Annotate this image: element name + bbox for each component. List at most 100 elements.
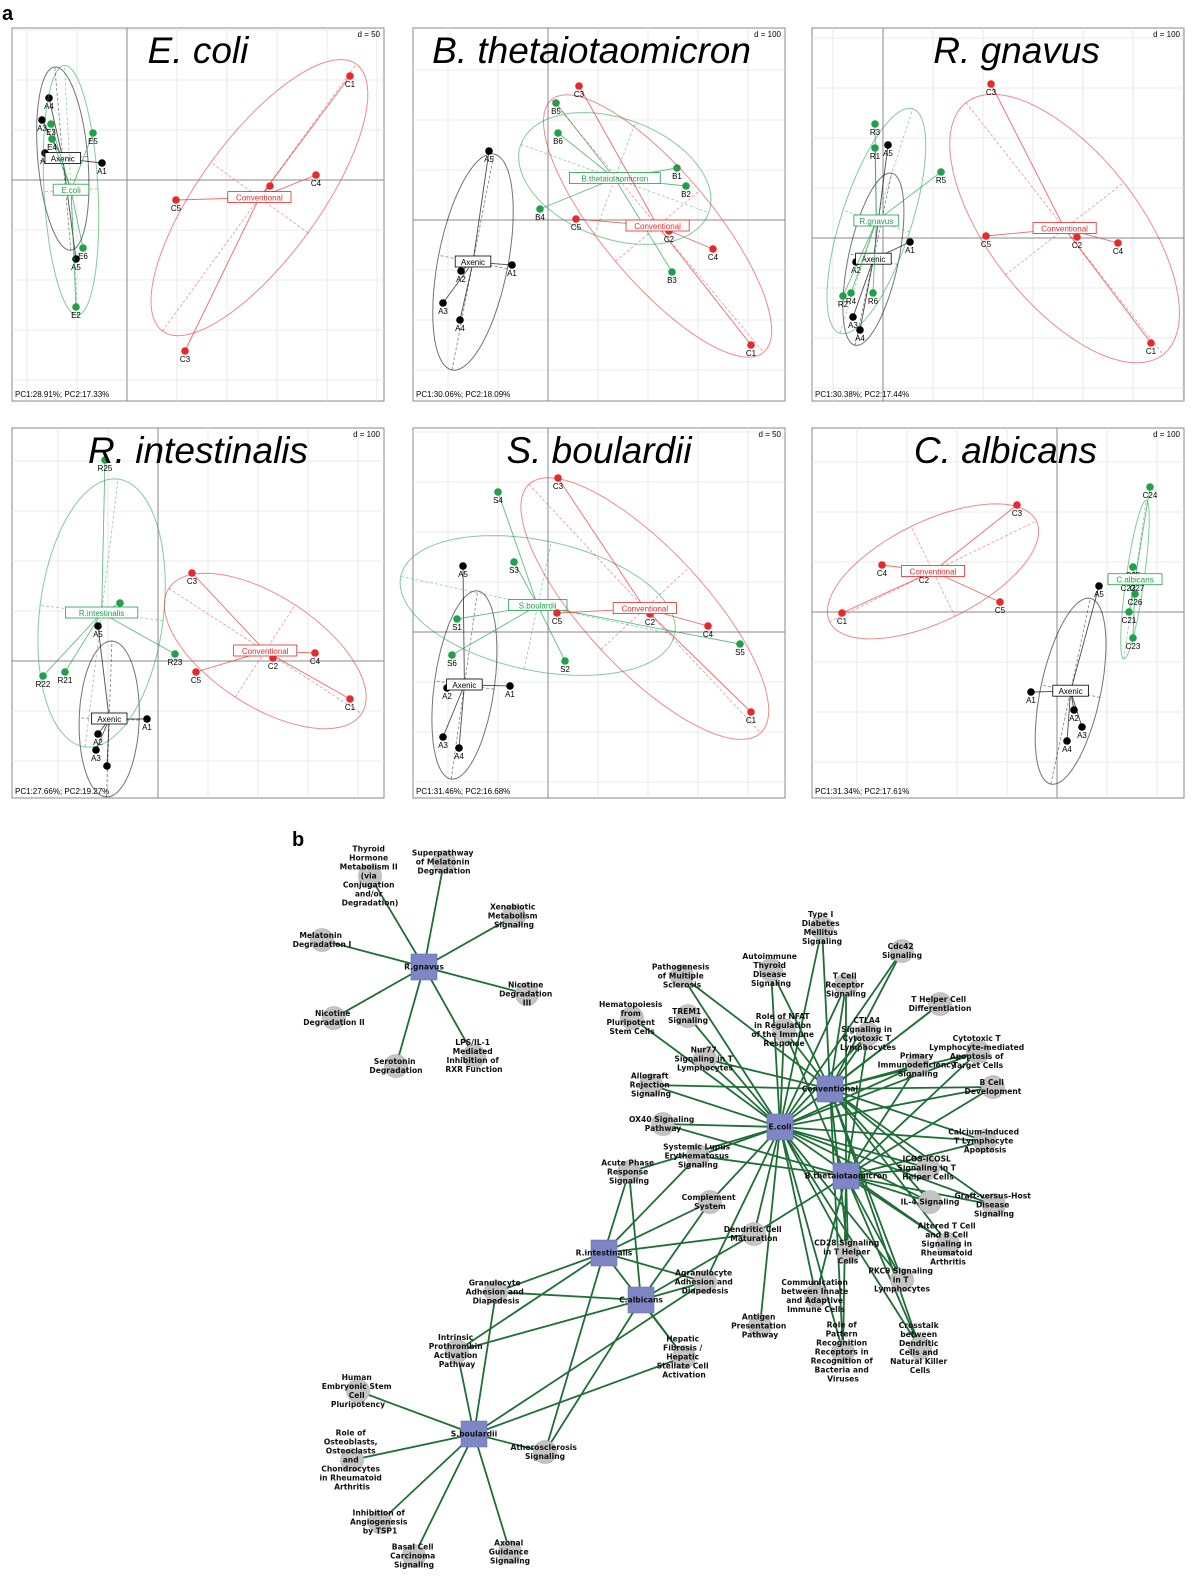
pathway-node [368, 1510, 392, 1534]
point-label: C1 [837, 617, 848, 626]
data-point [878, 561, 886, 569]
data-point [92, 746, 100, 754]
panel-title: E. coli [148, 30, 251, 71]
data-point [89, 129, 97, 137]
point-label: A3 [438, 307, 448, 316]
network-edge [456, 1252, 605, 1352]
group-label: Conventional [621, 605, 668, 614]
pathway-node [686, 1144, 710, 1168]
data-point [575, 82, 583, 90]
data-point [457, 267, 465, 275]
data-point [709, 245, 717, 253]
network-edge [845, 1051, 979, 1177]
pathway-label: Basal Cell Carcinoma Signaling [390, 1543, 438, 1570]
ellipse-axis [1041, 684, 1101, 698]
pathway-label: Nur77 Signaling in T Lymphocytes [674, 1046, 735, 1073]
star-line [462, 565, 465, 686]
network-edge [779, 950, 903, 1128]
pathway-node [358, 864, 382, 888]
point-label: E3 [46, 128, 56, 137]
network-edge [845, 1175, 995, 1206]
point-label: C5 [552, 617, 563, 626]
data-point [1070, 706, 1078, 714]
point-label: A1 [142, 723, 152, 732]
star-line [1134, 486, 1151, 580]
star-line [850, 220, 877, 294]
group-label: R.intestinalis [79, 609, 124, 618]
pathway-label: Hepatic Fibrosis / Hepatic Stellate Cell… [657, 1335, 712, 1380]
pathway-label: Xenobiotic Metabolism Signaling [488, 903, 540, 930]
pathway-label: Role of Pattern Recognition Receptors in… [811, 1321, 876, 1384]
pathway-node [698, 1190, 722, 1214]
pathway-label: Acute Phase Response Signaling [601, 1159, 657, 1186]
network-edge [770, 969, 781, 1128]
panel-title: S. boulardii [506, 430, 693, 471]
star-line [1064, 228, 1152, 344]
star-line [876, 171, 942, 222]
group-label-box [507, 599, 568, 611]
pathway-node [834, 973, 858, 997]
point-label: C4 [311, 179, 322, 188]
star-line [1070, 585, 1100, 692]
group-label: Axenic [461, 258, 485, 267]
group-label-box [901, 565, 966, 577]
point-label: C26 [1128, 598, 1143, 607]
star-line [101, 459, 106, 614]
network-edge [456, 1350, 475, 1435]
panel-title: B. thetaiotaomicron [432, 30, 751, 71]
pathway-label: Cdc42 Signaling [882, 942, 922, 960]
confidence-ellipse [949, 93, 1181, 364]
network-edge [753, 1175, 847, 1235]
star-line [51, 138, 72, 191]
data-point [1131, 590, 1139, 598]
network-edge [779, 1126, 844, 1353]
network-edge [779, 984, 847, 1128]
data-point [192, 668, 200, 676]
pathway-label: Role of Osteoblasts, Osteoclasts and Cho… [319, 1429, 384, 1492]
network-edge [603, 1171, 630, 1254]
pathway-node [748, 1314, 772, 1338]
star-line [50, 123, 72, 191]
network-edge [821, 927, 831, 1090]
network-edge [351, 1433, 475, 1461]
scale-label: d = 50 [759, 430, 782, 439]
data-point [572, 215, 580, 223]
data-point [266, 182, 274, 190]
point-label: A1 [905, 246, 915, 255]
point-label: C5 [171, 204, 182, 213]
group-label: Axenic [51, 155, 75, 164]
network-edge [845, 1175, 903, 1281]
data-point [448, 651, 456, 659]
pathway-node [804, 1284, 828, 1308]
scale-label: d = 100 [754, 30, 781, 39]
data-point [668, 268, 676, 276]
pathway-node [831, 1340, 855, 1364]
point-label: R21 [58, 676, 73, 685]
star-line [555, 102, 616, 179]
star-line [557, 132, 616, 179]
data-point [1129, 634, 1137, 642]
pathway-node [639, 1073, 663, 1097]
data-point [838, 609, 846, 617]
data-point [561, 657, 569, 665]
pathway-node [445, 1339, 469, 1363]
point-label: R2 [838, 300, 849, 309]
confidence-ellipse [842, 172, 905, 346]
network-edge [815, 1175, 847, 1297]
pathway-node [772, 1018, 796, 1042]
group-label-box [853, 214, 900, 227]
confidence-ellipse [431, 590, 498, 780]
data-point [553, 609, 561, 617]
pathway-node [620, 1006, 644, 1030]
data-point [101, 456, 109, 464]
pathway-node [759, 958, 783, 982]
network-edge [650, 1084, 831, 1090]
star-line [557, 477, 646, 609]
variance-caption: PC1:31.46%; PC2:16.68% [416, 787, 510, 796]
data-point [1078, 723, 1086, 731]
point-label: C1 [1146, 347, 1157, 356]
pathway-node [836, 1240, 860, 1264]
star-line [1132, 579, 1136, 639]
confidence-ellipse [37, 478, 166, 748]
scale-label: d = 100 [1153, 30, 1180, 39]
